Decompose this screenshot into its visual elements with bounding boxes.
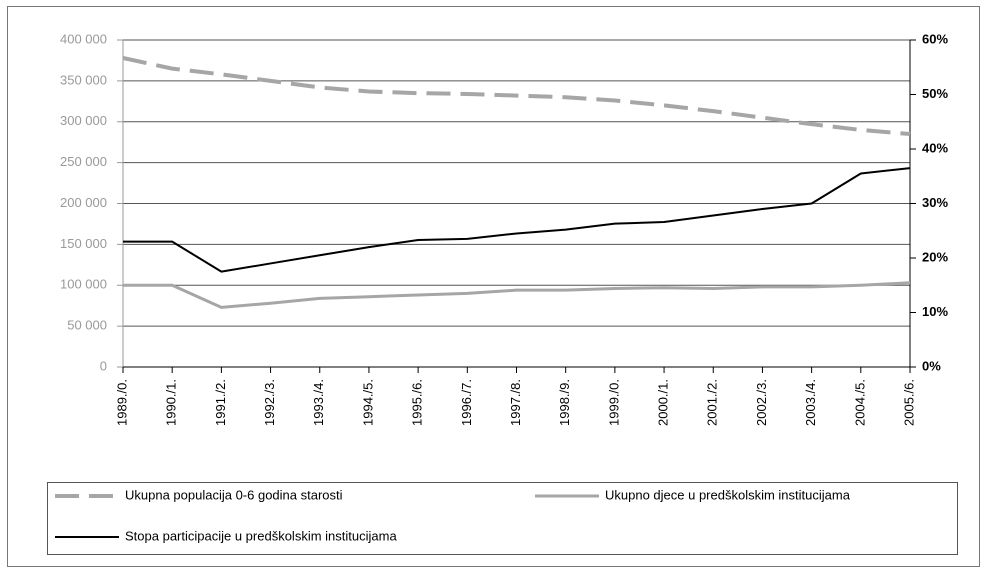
x-tick-label: 1998./9.: [557, 379, 572, 426]
y-tick-label: 100 000: [60, 277, 107, 292]
y-tick-label: 300 000: [60, 113, 107, 128]
x-tick-label: 1994./5.: [360, 379, 375, 426]
y-tick-label: 0: [100, 358, 107, 373]
x-tick-label: 2002./3.: [754, 379, 769, 426]
legend-label: Ukupno djece u predškolskim institucijam…: [605, 487, 851, 502]
y-tick-label: 400 000: [60, 31, 107, 46]
x-tick-label: 1990./1.: [164, 379, 179, 426]
x-tick-label: 1999./0.: [606, 379, 621, 426]
x-tick-label: 2000./1.: [656, 379, 671, 426]
x-tick-label: 2005./6.: [901, 379, 916, 426]
series-line: [123, 281, 911, 309]
series-line: [122, 56, 911, 137]
y2-tick-label: 50%: [922, 86, 948, 101]
legend-box: [47, 482, 958, 555]
y2-tick-label: 40%: [922, 140, 948, 155]
x-tick-label: 1992./3.: [262, 379, 277, 426]
x-tick-label: 1995./6.: [410, 379, 425, 426]
series-line: [123, 167, 911, 273]
y-tick-label: 200 000: [60, 195, 107, 210]
x-tick-label: 1991./2.: [213, 379, 228, 426]
y2-tick-label: 0%: [922, 358, 941, 373]
y2-tick-label: 10%: [922, 304, 948, 319]
y-tick-label: 150 000: [60, 236, 107, 251]
x-tick-label: 2003./4.: [803, 379, 818, 426]
y-tick-label: 250 000: [60, 154, 107, 169]
y-tick-label: 50 000: [67, 318, 107, 333]
legend-label: Ukupna populacija 0-6 godina starosti: [125, 487, 343, 502]
x-tick-label: 1993./4.: [311, 379, 326, 426]
x-tick-label: 1989./0.: [114, 379, 129, 426]
y2-tick-label: 30%: [922, 195, 948, 210]
x-tick-label: 2001./2.: [705, 379, 720, 426]
y2-tick-label: 60%: [922, 31, 948, 46]
x-tick-label: 1996./7.: [459, 379, 474, 426]
y2-tick-label: 20%: [922, 249, 948, 264]
y-tick-label: 350 000: [60, 72, 107, 87]
x-tick-label: 1997./8.: [508, 379, 523, 426]
x-tick-label: 2004./5.: [852, 379, 867, 426]
legend-label: Stopa participacije u predškolskim insti…: [125, 528, 397, 543]
